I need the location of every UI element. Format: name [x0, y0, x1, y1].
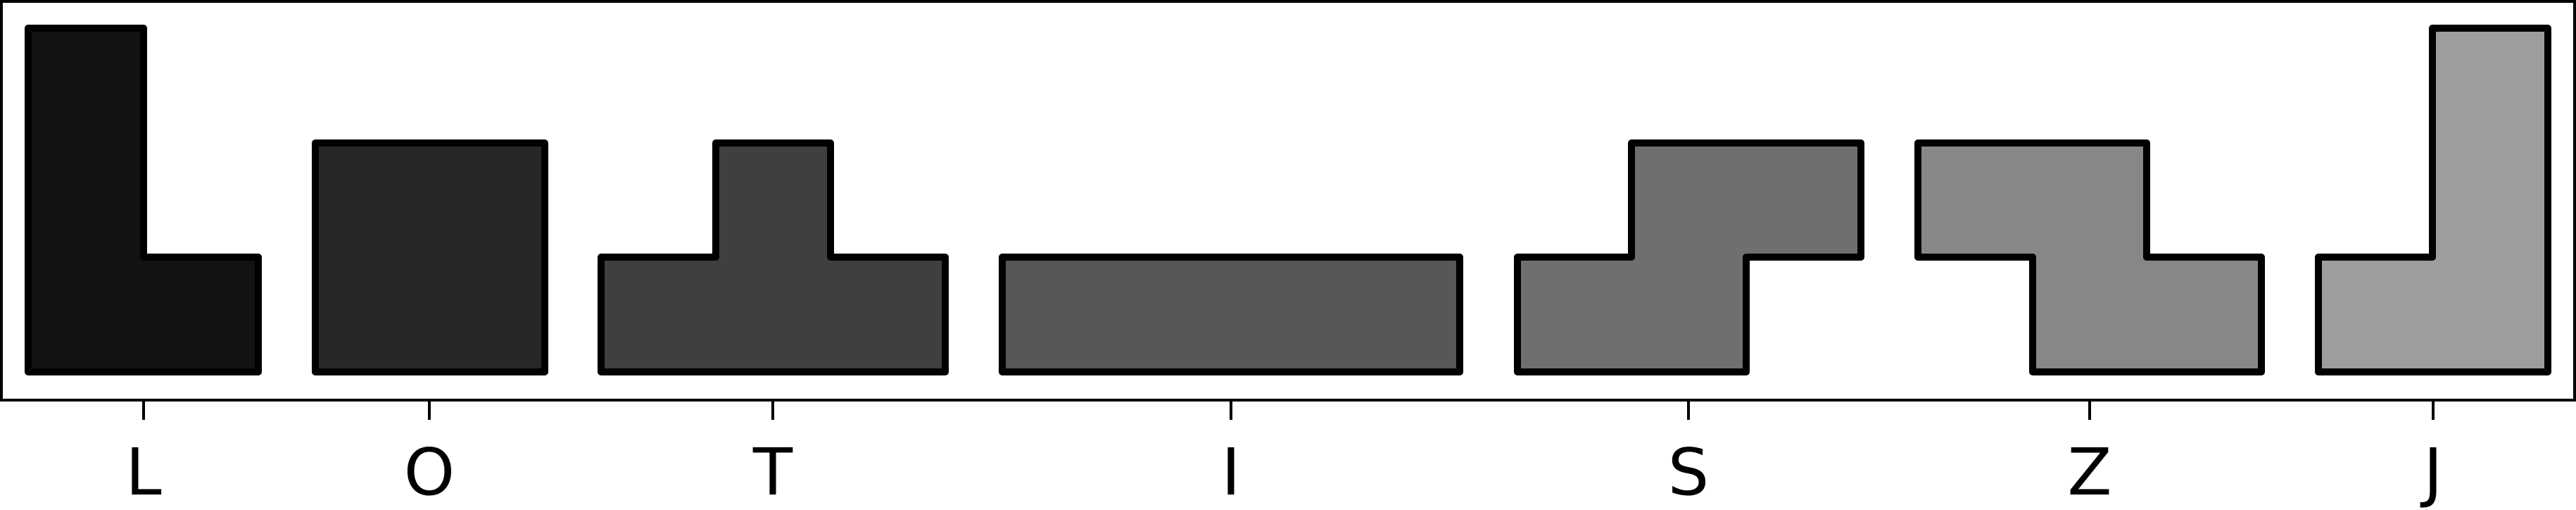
piece-o-shape [312, 139, 548, 375]
tick-label-t: T [752, 435, 793, 510]
piece-t: T [598, 139, 949, 510]
tick-label-s: S [1668, 435, 1709, 510]
piece-j: J [2315, 25, 2551, 510]
piece-i: I [999, 254, 1463, 510]
tick-label-j: J [2420, 435, 2442, 510]
tick-label-i: I [1221, 435, 1240, 510]
piece-j-shape [2315, 25, 2551, 375]
piece-o: O [312, 139, 548, 510]
piece-i-shape [999, 254, 1463, 375]
piece-z-shape [1914, 139, 2265, 375]
piece-s: S [1514, 139, 1864, 510]
tick-label-o: O [404, 435, 455, 510]
piece-l-shape [25, 25, 262, 375]
piece-t-shape [598, 139, 949, 375]
piece-l: L [25, 25, 262, 510]
tick-label-z: Z [2067, 435, 2111, 510]
piece-s-shape [1514, 139, 1864, 375]
tick-label-l: L [125, 435, 161, 510]
piece-z: Z [1914, 139, 2265, 510]
